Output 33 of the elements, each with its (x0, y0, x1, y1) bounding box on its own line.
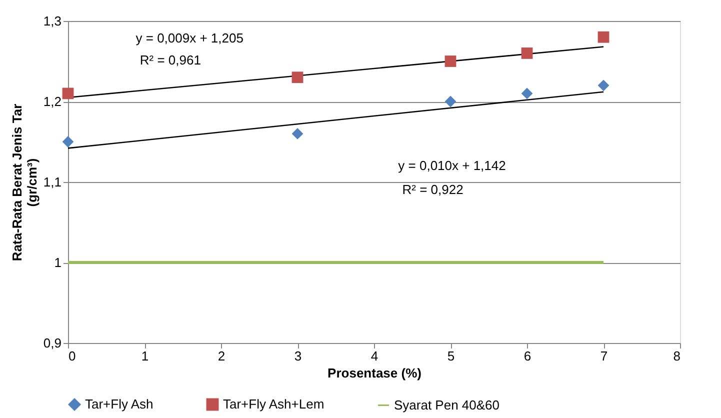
y-tick-label: 1 (54, 255, 62, 270)
point (62, 88, 74, 100)
point (292, 72, 304, 84)
point (444, 56, 456, 67)
x-tick-label: 3 (294, 348, 302, 364)
annotation: y = 0,010x + 1,142 (398, 158, 506, 173)
x-tick-label: 8 (673, 348, 680, 364)
point (62, 136, 74, 148)
x-tick-label: 7 (600, 348, 608, 364)
annotation: R² = 0,922 (402, 182, 464, 198)
x-tick-label: 0 (68, 348, 76, 364)
y-tick-label: 0,9 (43, 336, 62, 350)
y-tick-label: 1,1 (43, 174, 62, 190)
annotation: R² = 0,961 (140, 52, 201, 68)
x-axis-title: Prosentase (%) (328, 366, 422, 380)
y-axis-title: Rata-Rata Berat Jenis Tar (gr/cm³) (9, 104, 40, 262)
x-tick-label: 4 (370, 348, 378, 364)
point (292, 128, 304, 140)
point (598, 80, 610, 92)
point (521, 48, 533, 59)
x-tick-label: 6 (524, 348, 532, 364)
legend-label: Tar+Fly Ash+Lem (223, 396, 324, 412)
x-tick-label: 5 (447, 348, 455, 364)
legend-label: Tar+Fly Ash (85, 396, 154, 412)
x-tick-label: 2 (218, 348, 226, 364)
y-tick-label: 1,2 (43, 94, 62, 109)
x-tick-label: 1 (141, 348, 149, 364)
legend-label: Syarat Pen 40&60 (394, 397, 500, 412)
point (598, 31, 610, 43)
annotation: y = 0,009x + 1,205 (136, 30, 244, 46)
y-tick-label: 1,3 (43, 14, 62, 28)
point (521, 88, 533, 100)
point (444, 96, 456, 108)
